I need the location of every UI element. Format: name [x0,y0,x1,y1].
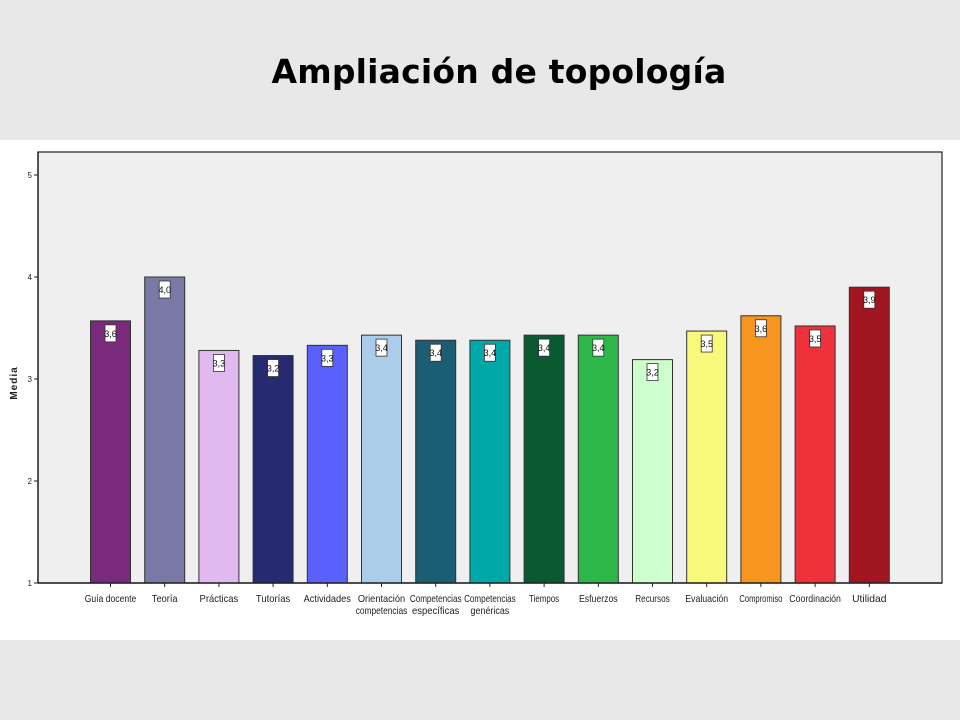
data-label: 3,6 [755,324,768,334]
bar [577,334,619,584]
y-axis: 1 2 3 4 5 [28,152,39,588]
x-category-label: Coordinación [789,593,841,605]
bar [361,334,402,584]
x-category-label: genéricas [471,605,510,617]
data-label-box [158,280,171,299]
slide-title: Ampliación de topología [271,52,727,91]
bar [415,339,457,584]
data-label-box [700,334,713,353]
y-axis-label: Media [9,366,20,399]
x-category-label: Tiempos [529,593,559,605]
bar [90,320,131,584]
bar [686,330,728,584]
x-category-label: Actividades [304,593,351,605]
x-category-label: Competencias [464,593,516,605]
x-category-label: Recursos [635,593,669,605]
data-label: 3,4 [592,343,605,353]
data-label-box [538,338,550,357]
bar [306,344,348,584]
y-tick-label: 1 [28,579,33,588]
bar [848,286,890,584]
data-label-box [646,363,659,382]
bar [523,334,565,584]
x-category-label: Prácticas [200,593,239,605]
x-category-label: Competencias [410,593,462,605]
bar [144,276,186,584]
x-category-label: competencias [356,605,408,617]
data-label-box [321,348,334,367]
data-label-box [429,343,442,362]
data-label-box [755,319,767,338]
bars: 3,6 4,0 3,3 3,2 3,3 3,4 3,4 3,4 3,4 3,4 3,2 3,5 3,6 3… [90,276,890,584]
bar [252,355,294,584]
data-label: 3,5 [809,334,822,344]
data-label-box [483,343,496,362]
data-label: 3,4 [429,348,442,358]
x-category-label: específicas [412,605,459,617]
data-label-box [592,338,605,357]
y-tick-label: 4 [28,273,33,282]
x-category-label: Evaluación [685,593,728,605]
data-label-box [104,324,117,343]
y-tick-label: 3 [28,375,33,384]
bar [198,349,240,584]
data-label: 3,4 [484,348,497,358]
bar [794,325,836,584]
data-label-box [863,290,876,309]
x-category-label: Utilidad [852,593,887,605]
bar [632,359,673,584]
data-label: 3,2 [267,364,280,374]
data-label: 3,2 [646,368,659,378]
y-tick-label: 2 [28,477,33,486]
data-label: 3,6 [104,329,117,339]
data-label: 3,4 [375,343,388,353]
x-category-label: Orientación [358,593,405,605]
data-label-box [267,359,280,377]
data-label: 3,4 [538,343,551,353]
x-category-label: Guía docente [85,593,137,605]
y-tick-label: 5 [28,171,33,180]
data-label: 3,3 [321,353,334,363]
x-axis: Guía docente Teoría Prácticas Tutorías Activ… [38,582,942,617]
x-category-label: Tutorías [256,593,290,605]
data-label: 3,3 [213,358,226,368]
data-label-box [809,329,821,348]
bar [469,339,511,584]
data-label-box [375,338,388,357]
x-category-label: Teoría [152,593,178,605]
x-category-label: Compromiso [739,593,782,605]
x-category-label: Esfuerzos [579,593,618,605]
bar [740,315,782,584]
data-label-box [212,354,225,372]
data-label: 4,0 [158,285,171,295]
data-label: 3,9 [863,295,876,305]
data-label: 3,5 [700,339,713,349]
